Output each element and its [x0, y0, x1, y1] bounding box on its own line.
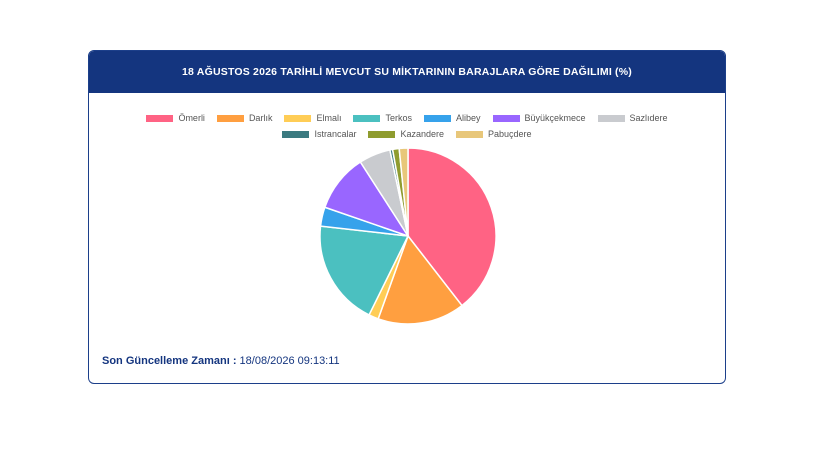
legend-label: Darlık — [248, 113, 273, 123]
legend-label: Ömerli — [178, 113, 205, 123]
legend-swatch — [282, 130, 310, 138]
legend-item[interactable]: Kazandere — [368, 129, 444, 139]
chart-legend: Ömerli Darlık Elmalı Terkos Alibey Büyükçekme… — [89, 113, 725, 139]
legend-item[interactable]: Büyükçekmece — [492, 113, 586, 123]
legend-label: Büyükçekmece — [524, 113, 586, 123]
pie-slice[interactable] — [398, 147, 409, 237]
chart-title: 18 AĞUSTOS 2026 TARİHLİ MEVCUT SU MİKTAR… — [89, 51, 725, 93]
legend-item[interactable]: Darlık — [216, 113, 273, 123]
legend-item[interactable]: Elmalı — [284, 113, 341, 123]
legend-item[interactable]: Sazlıdere — [597, 113, 668, 123]
legend-label: Alibey — [455, 113, 481, 123]
legend-label: Sazlıdere — [629, 113, 668, 123]
legend-swatch — [353, 114, 381, 122]
last-update-value: 18/08/2026 09:13:11 — [239, 355, 340, 367]
legend-label: Istrancalar — [314, 129, 357, 139]
legend-label: Elmalı — [316, 113, 342, 123]
legend-item[interactable]: Ömerli — [146, 113, 205, 123]
chart-card: 18 AĞUSTOS 2026 TARİHLİ MEVCUT SU MİKTAR… — [88, 50, 726, 384]
legend-swatch — [492, 114, 520, 122]
legend-swatch — [423, 114, 451, 122]
legend-swatch — [216, 114, 244, 122]
legend-item[interactable]: Alibey — [423, 113, 481, 123]
pie-slice[interactable] — [319, 225, 410, 316]
legend-swatch — [597, 114, 625, 122]
legend-label: Terkos — [385, 113, 412, 123]
legend-swatch — [456, 130, 484, 138]
legend-label: Pabuçdere — [488, 129, 532, 139]
legend-swatch — [146, 114, 174, 122]
legend-item[interactable]: Istrancalar — [282, 129, 356, 139]
pie-slice[interactable] — [377, 234, 463, 325]
legend-item[interactable]: Terkos — [353, 113, 412, 123]
legend-item[interactable]: Pabuçdere — [456, 129, 532, 139]
legend-swatch — [284, 114, 312, 122]
pie-slice[interactable] — [407, 147, 497, 307]
legend-label: Kazandere — [400, 129, 445, 139]
last-update: Son Güncelleme Zamanı : 18/08/2026 09:13… — [102, 355, 340, 367]
legend-swatch — [368, 130, 396, 138]
last-update-label: Son Güncelleme Zamanı : — [102, 355, 237, 367]
